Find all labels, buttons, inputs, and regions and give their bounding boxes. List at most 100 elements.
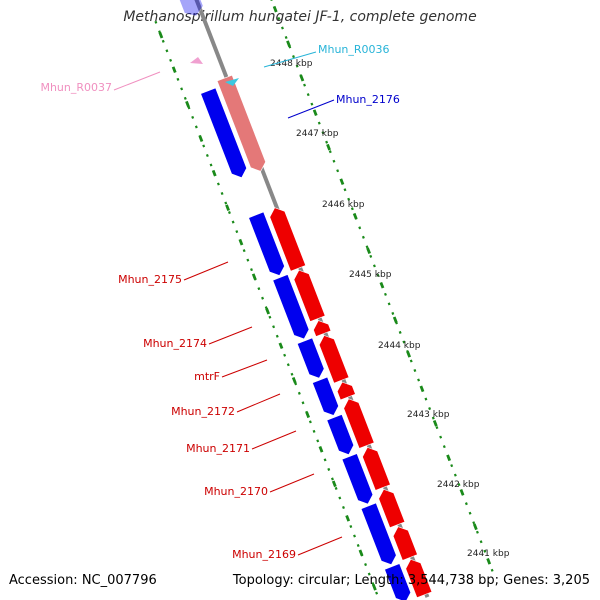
tick-ring: 2448 kbp 2447 kbp 2446 kbp 2445 kbp 2444 kbp… [154, 0, 510, 595]
gene-mhun-2176 [200, 87, 247, 178]
tick-dot [154, 20, 158, 24]
tick-dot [161, 39, 165, 43]
tick-dot [286, 363, 290, 367]
gene-label: mtrF [194, 370, 220, 383]
trna-mhun-r0036 [225, 78, 239, 86]
tick-dot [369, 254, 373, 258]
tick-dot [330, 477, 334, 481]
tick-dot [450, 464, 454, 468]
tick-dot [343, 188, 347, 192]
forward-gene-8 [378, 488, 406, 529]
reverse-gene-4 [312, 376, 339, 416]
gene-label: Mhun_2171 [186, 442, 250, 455]
tick-dot [327, 467, 331, 471]
tick-dot [306, 93, 310, 97]
tick-dot [364, 563, 368, 567]
tick-dot [332, 159, 336, 163]
map-title: Methanospirillum hungatei JF-1, complete… [123, 9, 477, 25]
tick-dot [334, 486, 338, 490]
label-leader-line [221, 359, 268, 378]
forward-gene-4 [318, 335, 350, 384]
tick-dot [205, 153, 209, 157]
tick-dot [323, 458, 327, 462]
reverse-gene-7 [360, 502, 397, 566]
forward-gene-3 [313, 320, 332, 337]
label-leader-line [113, 71, 161, 91]
tick-mark [366, 247, 371, 255]
tick-dot [220, 192, 224, 196]
tick-dot [442, 445, 446, 449]
trna-mhun-r0037 [190, 57, 203, 64]
label-leader-line [236, 393, 281, 413]
gene-label: Mhun_R0036 [318, 43, 390, 56]
label-leader-line [251, 430, 297, 450]
tick-dot [464, 502, 468, 506]
tick-dot [356, 544, 360, 548]
tick-dot [321, 131, 325, 135]
tick-mark [472, 523, 478, 531]
reverse-gene-5 [326, 414, 355, 455]
label-leader-line [208, 326, 253, 345]
tick-dot [338, 496, 342, 500]
label-leader-line [287, 99, 335, 119]
tick-dot [284, 36, 288, 40]
tick-dot [439, 435, 443, 439]
tick-dot [216, 182, 220, 186]
tick-dot [268, 315, 272, 319]
tick-mark [286, 40, 291, 47]
tick-dot [165, 49, 169, 53]
tick-mark [312, 109, 318, 117]
tick-label: 2446 kbp [322, 200, 365, 210]
gene-label: Mhun_R0037 [40, 81, 112, 94]
gene-label: Mhun_2175 [118, 273, 182, 286]
tick-mark [371, 584, 377, 591]
reverse-gene-fragment [179, 0, 204, 17]
reverse-gene-1 [248, 211, 285, 276]
tick-dot [376, 273, 380, 277]
tick-dot [457, 483, 461, 487]
tick-dot [261, 296, 265, 300]
tick-dot [281, 26, 284, 30]
tick-dot [367, 572, 371, 576]
reverse-gene-3 [296, 337, 325, 379]
gene-label: Mhun_2170 [204, 485, 268, 498]
tick-label: 2448 kbp [270, 59, 313, 69]
tick-dot [180, 87, 184, 91]
tick-label: 2447 kbp [296, 129, 339, 139]
tick-mark [326, 143, 331, 151]
tick-dot [224, 201, 228, 205]
tick-dot [235, 230, 239, 234]
tick-mark [486, 558, 492, 565]
tick-mark [278, 342, 284, 350]
tick-label: 2441 kbp [467, 549, 510, 559]
tick-dot [246, 258, 250, 262]
tick-mark [406, 350, 412, 358]
tick-dot [384, 292, 387, 296]
tick-dot [275, 334, 279, 338]
forward-gene-5 [336, 381, 356, 401]
tick-mark [238, 238, 244, 246]
tick-dot [483, 549, 487, 553]
forward-gene-9 [392, 526, 418, 561]
genome-summary-text: Topology: circular; Length: 3,544,738 bp… [232, 573, 590, 588]
tick-dot [317, 121, 321, 125]
tick-mark [459, 489, 465, 496]
forward-gene-2 [293, 269, 326, 322]
tick-mark [291, 376, 297, 384]
tick-dot [209, 163, 213, 167]
tick-dot [283, 353, 287, 357]
tick-mark [158, 31, 164, 39]
tick-dot [402, 340, 406, 344]
tick-dot [428, 407, 432, 411]
tick-mark [331, 480, 337, 488]
tick-mark [339, 178, 345, 186]
tick-dot [316, 439, 320, 443]
tick-dot [490, 568, 494, 572]
tick-mark [225, 204, 230, 212]
tick-mark [299, 74, 305, 82]
tick-mark [419, 385, 425, 393]
forward-gene-6 [343, 398, 375, 449]
tick-dot [272, 325, 276, 329]
tick-mark [272, 5, 278, 13]
